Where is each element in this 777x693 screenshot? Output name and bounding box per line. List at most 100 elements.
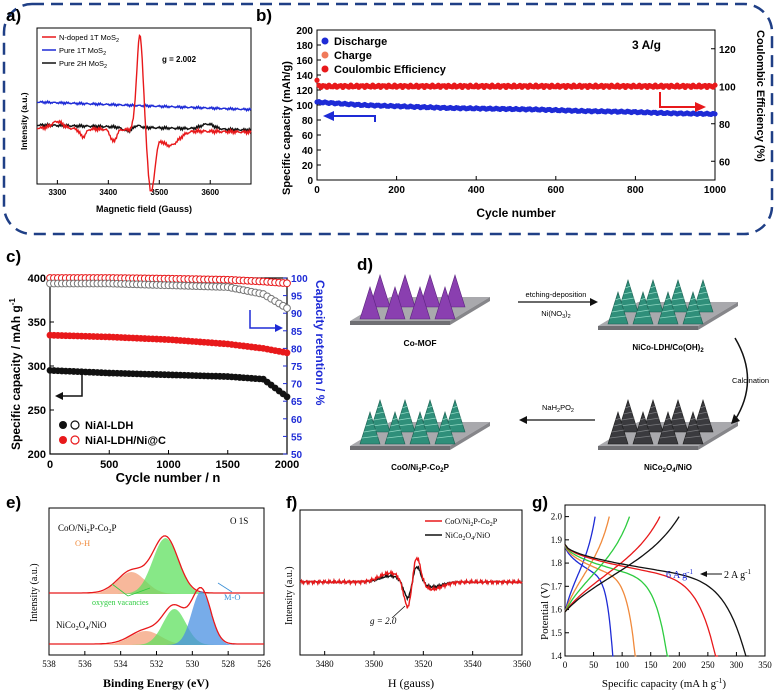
cone-nico2o4-texture bbox=[690, 417, 696, 421]
arrow-right-head bbox=[695, 102, 706, 112]
cone-nico2o4-texture bbox=[673, 411, 683, 415]
cone-nico-ldh-texture bbox=[673, 291, 683, 295]
y-tick-label-b: 120 bbox=[296, 86, 313, 97]
panel-c-axes bbox=[49, 277, 288, 455]
cone-coo-ni2p-texture bbox=[392, 417, 398, 421]
cone-nico2o4 bbox=[667, 398, 689, 433]
point-nialnic-capacity bbox=[283, 349, 291, 357]
cone-nico2o4-texture bbox=[611, 429, 625, 433]
x-tick-label-c: 2000 bbox=[275, 459, 299, 471]
x-tick-label-b: 0 bbox=[314, 185, 320, 196]
x-axis-label-c: Cycle number / n bbox=[116, 470, 221, 485]
cone-coo-ni2p-texture bbox=[363, 429, 377, 433]
x-tick-label-g: 50 bbox=[589, 660, 599, 670]
cone-coo-ni2p-texture bbox=[436, 435, 454, 439]
panel-c: c) 0 500 1000 1500 2000 200 250 300 350 400 50 55 60… bbox=[6, 247, 327, 485]
cone-coo-ni2p-texture bbox=[367, 417, 373, 421]
rate-label-b: 3 A/g bbox=[632, 38, 661, 52]
y-tick-label-b: 160 bbox=[296, 56, 313, 67]
panel-e-letter: e) bbox=[6, 493, 21, 512]
legend-marker-nialnic-filled bbox=[59, 436, 67, 444]
cone-nico-ldh-texture bbox=[609, 315, 627, 319]
panel-b-letter: b) bbox=[256, 6, 272, 25]
step3-arrow-head bbox=[519, 416, 527, 424]
cone-coo-ni2p-texture bbox=[386, 435, 404, 439]
title-e: O 1S bbox=[230, 516, 248, 526]
x-tick-label-g: 100 bbox=[615, 660, 629, 670]
x-axis-label-e: Binding Energy (eV) bbox=[103, 676, 209, 690]
cone-coo-ni2p-texture bbox=[452, 405, 458, 409]
plate-nico-ldh-side bbox=[698, 302, 738, 330]
y-tick-label-g: 1.4 bbox=[551, 651, 563, 661]
annotation-g-value-f: g = 2.0 bbox=[370, 616, 397, 626]
legend-label-nial: NiAl-LDH bbox=[85, 420, 133, 432]
cone-nico2o4 bbox=[657, 410, 679, 445]
pointer-g-value-f bbox=[391, 605, 406, 619]
panel-c-letter: c) bbox=[6, 247, 21, 266]
cone-nico2o4-texture bbox=[634, 435, 652, 439]
cone-nico-ldh bbox=[607, 290, 629, 325]
cone-nico-ldh-texture bbox=[634, 315, 652, 319]
cone-nico2o4-texture bbox=[640, 417, 646, 421]
peak-label-mo: M-O bbox=[224, 592, 241, 602]
y-tick-label-b: 140 bbox=[296, 71, 313, 82]
x-tick-label-g: 150 bbox=[644, 660, 658, 670]
y-axis-label-g: Potential (V) bbox=[539, 583, 551, 640]
panel-b: b) 0 200 400 600 800 1000 0 20 40 60 80 100 120 140 16… bbox=[256, 6, 766, 220]
cone-nico-ldh-texture bbox=[696, 297, 710, 301]
cone-nico2o4-texture bbox=[661, 429, 675, 433]
point-nial-capacity bbox=[283, 393, 291, 401]
cone-nico-ldh-texture bbox=[663, 303, 673, 307]
cone-co-mof bbox=[409, 285, 431, 320]
step1-reagent: Ni(NO3)2 bbox=[541, 309, 570, 320]
x-tick-label-c: 500 bbox=[100, 459, 118, 471]
peak-label-vacancies: oxygen vacancies bbox=[92, 598, 149, 607]
cone-coo-ni2p bbox=[384, 410, 406, 445]
cone-nico-ldh-texture bbox=[688, 303, 698, 307]
panel-d-letter: d) bbox=[357, 255, 373, 274]
cone-nico2o4-texture bbox=[671, 417, 685, 421]
y2-tick-label-c: 55 bbox=[291, 432, 303, 443]
y-tick-label-b: 20 bbox=[302, 161, 314, 172]
cone-nico-ldh bbox=[667, 278, 689, 313]
step2-label: Calcination bbox=[732, 376, 769, 385]
y2-axis-label-b: Coulombic Efficiency (%) bbox=[754, 30, 766, 162]
legend-marker-nialnic-open bbox=[70, 435, 80, 445]
peak-top-vacancy bbox=[49, 538, 264, 594]
panel-d: d) Co-MOF NiCo-LDH/Co(OH)2 NiCo2O4/NiO C… bbox=[350, 255, 769, 474]
cone-nico2o4-texture bbox=[665, 417, 671, 421]
y-tick-label-c: 250 bbox=[28, 405, 46, 417]
x-axis-label-a: Magnetic field (Gauss) bbox=[96, 204, 192, 214]
y2-tick-label-c: 100 bbox=[291, 274, 308, 285]
step2-arrow-head bbox=[731, 414, 740, 424]
cone-nico-ldh-texture bbox=[684, 315, 702, 319]
cone-coo-ni2p-texture bbox=[373, 417, 387, 421]
point-coulombic bbox=[712, 82, 718, 88]
cone-coo-ni2p-texture bbox=[417, 417, 423, 421]
cone-nico2o4-texture bbox=[696, 417, 710, 421]
cone-nico2o4-texture bbox=[625, 405, 631, 409]
cone-nico2o4-texture bbox=[684, 435, 702, 439]
x-tick-label-a: 3400 bbox=[99, 188, 117, 197]
legend-label-nico2o4: NiCo2O4/NiO bbox=[445, 531, 490, 542]
discharge-curve bbox=[564, 544, 669, 657]
cone-nico-ldh-texture bbox=[700, 285, 706, 289]
x-tick-label-g: 200 bbox=[673, 660, 687, 670]
cone-coo-ni2p-texture bbox=[448, 417, 462, 421]
cone-co-mof bbox=[369, 273, 391, 308]
x-tick-label-e: 526 bbox=[257, 659, 271, 669]
cone-nico2o4 bbox=[692, 398, 714, 433]
cone-nico-ldh-texture bbox=[623, 291, 633, 295]
cone-nico-ldh-texture bbox=[638, 303, 648, 307]
node-label-nico2o4: NiCo2O4/NiO bbox=[644, 463, 692, 474]
y-tick-label-g: 1.9 bbox=[551, 535, 563, 545]
node-label-co-mof: Co-MOF bbox=[403, 338, 436, 348]
cone-co-mof bbox=[444, 273, 466, 308]
cone-nico-ldh bbox=[642, 278, 664, 313]
charge-curve bbox=[564, 516, 610, 613]
x-tick-label-f: 3480 bbox=[316, 659, 335, 669]
x-tick-label-e: 530 bbox=[186, 659, 200, 669]
x-tick-label-b: 200 bbox=[388, 185, 405, 196]
discharge-curve bbox=[564, 544, 719, 657]
